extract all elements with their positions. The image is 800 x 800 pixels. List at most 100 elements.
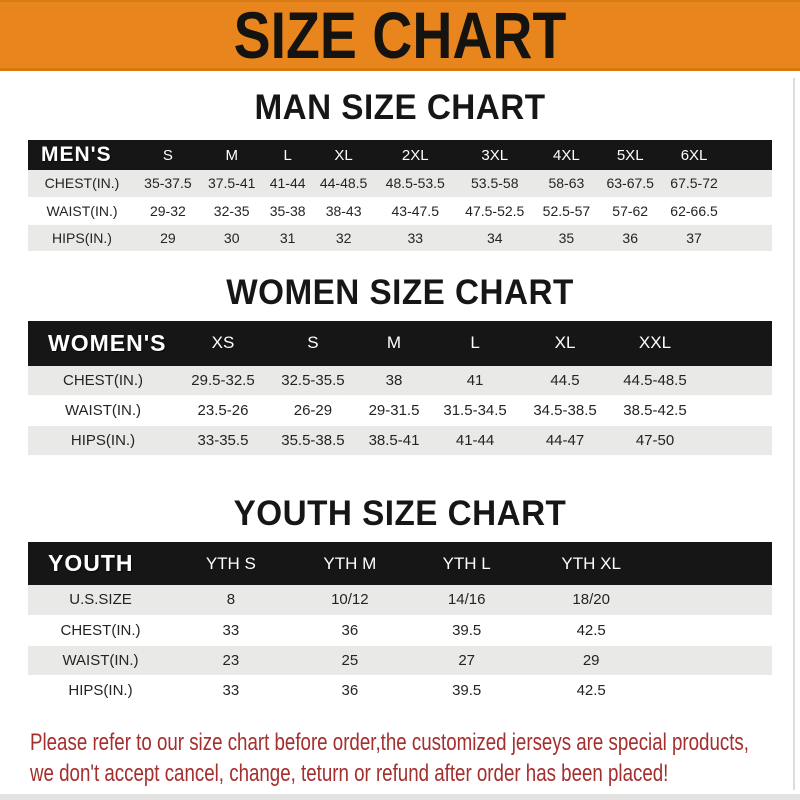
measurement-value: 10/12	[288, 585, 411, 616]
table-header-row: YOUTH YTH S YTH M YTH L YTH XL	[28, 542, 772, 585]
measurement-value: 34.5-38.5	[520, 395, 610, 426]
size-column-header: XL	[334, 146, 353, 164]
disclaimer-line-2: we don't accept cancel, change, teturn o…	[30, 759, 669, 787]
size-column-header: XS	[211, 333, 235, 352]
table-group-label: WOMEN'S	[48, 329, 167, 356]
filler-cell	[660, 645, 772, 676]
filler-cell	[660, 585, 772, 616]
measurement-value: 14/16	[410, 585, 523, 616]
filler-cell	[726, 224, 772, 252]
measurement-value: 41	[430, 365, 521, 396]
measurement-value: 35.5-38.5	[267, 425, 358, 456]
table-header-row: WOMEN'S XS S M L XL XXL	[28, 320, 772, 366]
measurement-value: 33	[173, 675, 289, 706]
size-chart-banner: SIZE CHART	[0, 0, 800, 71]
measurement-value: 36	[598, 224, 663, 252]
measurement-value: 38.5-42.5	[610, 395, 700, 426]
measurement-label: CHEST(IN.)	[28, 365, 178, 396]
measurement-value: 36	[288, 675, 411, 706]
size-column-header: YTH XL	[561, 553, 621, 573]
measurement-value: 37.5-41	[199, 170, 264, 198]
size-column-header: 3XL	[481, 146, 509, 164]
measurement-value: 41-44	[263, 170, 312, 198]
measurement-value: 38.5-41	[357, 425, 431, 456]
measurement-label: HIPS(IN.)	[28, 224, 136, 252]
measurement-value: 38	[357, 365, 431, 396]
table-group-label: YOUTH	[48, 550, 134, 576]
size-column-header: XL	[554, 333, 576, 352]
measurement-value: 27	[410, 645, 523, 676]
measurement-label: WAIST(IN.)	[28, 645, 173, 676]
measurement-value: 35-37.5	[136, 170, 200, 198]
measurement-value: 29	[136, 224, 200, 252]
measurement-label: WAIST(IN.)	[28, 395, 178, 426]
measurement-value: 8	[173, 585, 289, 616]
women-size-chart-title: WOMEN SIZE CHART	[226, 272, 574, 312]
measurement-value: 31.5-34.5	[430, 395, 521, 426]
filler-cell	[726, 197, 772, 225]
size-column-header: 4XL	[553, 146, 580, 164]
measurement-value: 29	[522, 645, 660, 676]
measurement-value: 36	[288, 615, 411, 646]
measurement-value: 63-67.5	[598, 170, 663, 198]
order-disclaimer: Please refer to our size chart before or…	[30, 727, 800, 789]
table-row: CHEST(IN.) 35-37.5 37.5-41 41-44 44-48.5 48.5…	[28, 170, 772, 198]
filler-cell	[700, 365, 772, 396]
table-row: HIPS(IN.) 33 36 39.5 42.5	[28, 675, 772, 706]
youth-size-table: YOUTH YTH S YTH M YTH L YTH XL U.S.SIZE 8 10/12…	[28, 542, 772, 706]
measurement-value: 62-66.5	[662, 197, 726, 225]
measurement-value: 67.5-72	[662, 170, 726, 198]
measurement-value: 44-47	[520, 425, 610, 456]
measurement-label: CHEST(IN.)	[28, 170, 136, 198]
measurement-value: 29-31.5	[357, 395, 431, 426]
size-column-header: L	[470, 333, 480, 352]
measurement-label: HIPS(IN.)	[28, 425, 178, 456]
table-row: U.S.SIZE 8 10/12 14/16 18/20	[28, 585, 772, 616]
measurement-value: 29-32	[136, 197, 200, 225]
measurement-value: 32.5-35.5	[267, 365, 358, 396]
measurement-label: WAIST(IN.)	[28, 197, 136, 225]
measurement-label: HIPS(IN.)	[28, 675, 173, 706]
filler-cell	[700, 395, 772, 426]
size-column-header: YTH L	[442, 553, 491, 573]
measurement-value: 43-47.5	[375, 197, 455, 225]
table-group-label: MEN'S	[41, 143, 112, 166]
measurement-value: 29.5-32.5	[178, 365, 268, 396]
measurement-value: 41-44	[430, 425, 521, 456]
men-size-table: MEN'S S M L XL 2XL 3XL 4XL 5XL 6XL CHEST(IN.) 35-37…	[28, 140, 772, 252]
size-column-header: M	[386, 333, 402, 352]
women-size-table: WOMEN'S XS S M L XL XXL CHEST(IN.) 29.5-32.5 32.5…	[28, 320, 772, 456]
size-column-header: 5XL	[616, 146, 644, 164]
measurement-value: 35-38	[263, 197, 312, 225]
measurement-value: 31	[263, 224, 312, 252]
measurement-value: 44-48.5	[311, 170, 376, 198]
table-header-row: MEN'S S M L XL 2XL 3XL 4XL 5XL 6XL	[28, 140, 772, 170]
measurement-value: 33	[173, 615, 289, 646]
measurement-value: 53.5-58	[455, 170, 535, 198]
measurement-value: 33	[375, 224, 455, 252]
man-size-chart-title: MAN SIZE CHART	[254, 88, 546, 127]
filler-cell	[660, 542, 772, 585]
size-column-header: YTH S	[205, 553, 256, 573]
measurement-value: 42.5	[522, 615, 660, 646]
measurement-value: 26-29	[267, 395, 358, 426]
measurement-value: 30	[199, 224, 264, 252]
size-column-header: L	[283, 146, 292, 164]
scan-edge-artifact-right	[793, 78, 795, 790]
measurement-value: 23.5-26	[178, 395, 268, 426]
filler-cell	[700, 425, 772, 456]
measurement-value: 39.5	[410, 675, 523, 706]
measurement-value: 52.5-57	[534, 197, 599, 225]
table-row: HIPS(IN.) 29 30 31 32 33 34 35 36 37	[28, 224, 772, 252]
filler-cell	[726, 140, 772, 170]
size-column-header: S	[307, 333, 319, 352]
measurement-label: CHEST(IN.)	[28, 615, 173, 646]
measurement-label: U.S.SIZE	[28, 585, 173, 616]
filler-cell	[660, 675, 772, 706]
size-column-header: M	[225, 146, 238, 164]
measurement-value: 47-50	[610, 425, 700, 456]
filler-cell	[700, 321, 772, 366]
measurement-value: 33-35.5	[178, 425, 268, 456]
table-row: CHEST(IN.) 33 36 39.5 42.5	[28, 615, 772, 646]
size-column-header: S	[162, 146, 173, 164]
